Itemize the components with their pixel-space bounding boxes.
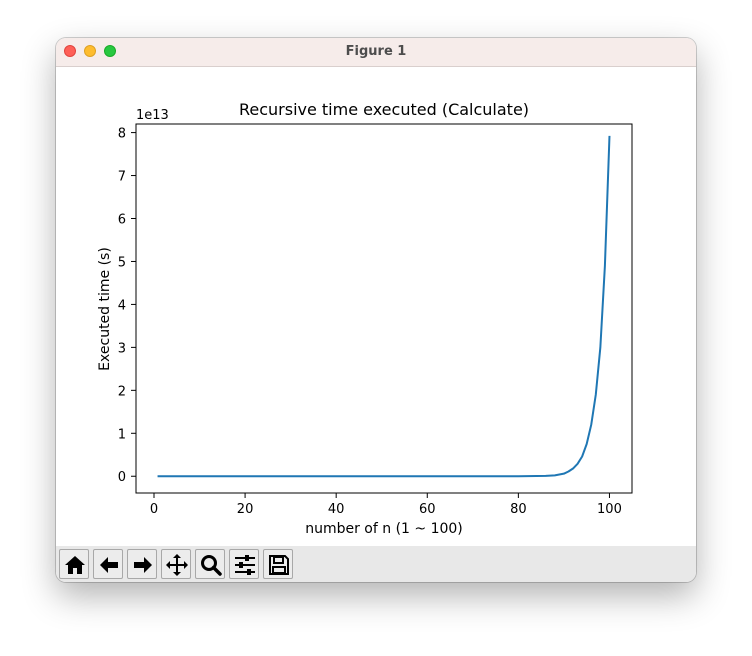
zoom-button[interactable]: [195, 549, 225, 579]
configure-subplots-button[interactable]: [229, 549, 259, 579]
forward-button[interactable]: [127, 549, 157, 579]
x-tick-label: 0: [150, 502, 158, 517]
y-tick-label: 2: [118, 384, 126, 399]
minimize-button[interactable]: [84, 45, 96, 57]
y-axis-offset-label: 1e13: [136, 108, 169, 123]
sliders-icon: [235, 555, 255, 575]
y-tick-label: 0: [118, 470, 126, 485]
pan-button[interactable]: [161, 549, 191, 579]
window-title: Figure 1: [345, 44, 407, 59]
arrow-left-icon: [100, 557, 118, 573]
home-button[interactable]: [59, 549, 89, 579]
figure-canvas[interactable]: Recursive time executed (Calculate) 1e13…: [56, 67, 696, 546]
x-tick-label: 40: [328, 502, 345, 517]
x-tick-label: 60: [419, 502, 436, 517]
magnifier-icon: [201, 555, 222, 576]
zoom-window-button[interactable]: [104, 45, 116, 57]
plot-area-frame: [135, 123, 633, 494]
arrow-right-icon: [134, 557, 152, 573]
y-axis-ticks: 0 1 2 3 4 5 6 7 8: [118, 127, 136, 485]
y-tick-label: 3: [118, 341, 126, 356]
back-button[interactable]: [93, 549, 123, 579]
title-bar[interactable]: Figure 1: [56, 38, 696, 67]
close-button[interactable]: [64, 45, 76, 57]
series-line: [157, 135, 611, 478]
x-tick-label: 80: [510, 502, 527, 517]
figure-window: Figure 1 Recursive time executed (Calcul…: [56, 38, 696, 582]
x-axis-label: number of n (1 ~ 100): [305, 521, 463, 537]
y-axis-label: Executed time (s): [97, 247, 113, 371]
y-tick-label: 8: [118, 127, 126, 142]
y-tick-label: 1: [118, 427, 126, 442]
x-tick-label: 20: [237, 502, 254, 517]
move-icon: [166, 554, 188, 576]
home-icon: [65, 556, 85, 574]
chart-title: Recursive time executed (Calculate): [239, 100, 529, 119]
y-tick-label: 4: [118, 298, 126, 313]
navigation-toolbar: [56, 546, 696, 582]
line-chart: Recursive time executed (Calculate) 1e13…: [97, 100, 633, 537]
x-tick-label: 100: [597, 502, 622, 517]
floppy-disk-icon: [269, 555, 289, 575]
save-button[interactable]: [263, 549, 293, 579]
x-axis-ticks: 0 20 40 60 80 100: [150, 493, 622, 517]
y-tick-label: 5: [118, 255, 126, 270]
y-tick-label: 7: [118, 170, 126, 185]
y-tick-label: 6: [118, 213, 126, 228]
